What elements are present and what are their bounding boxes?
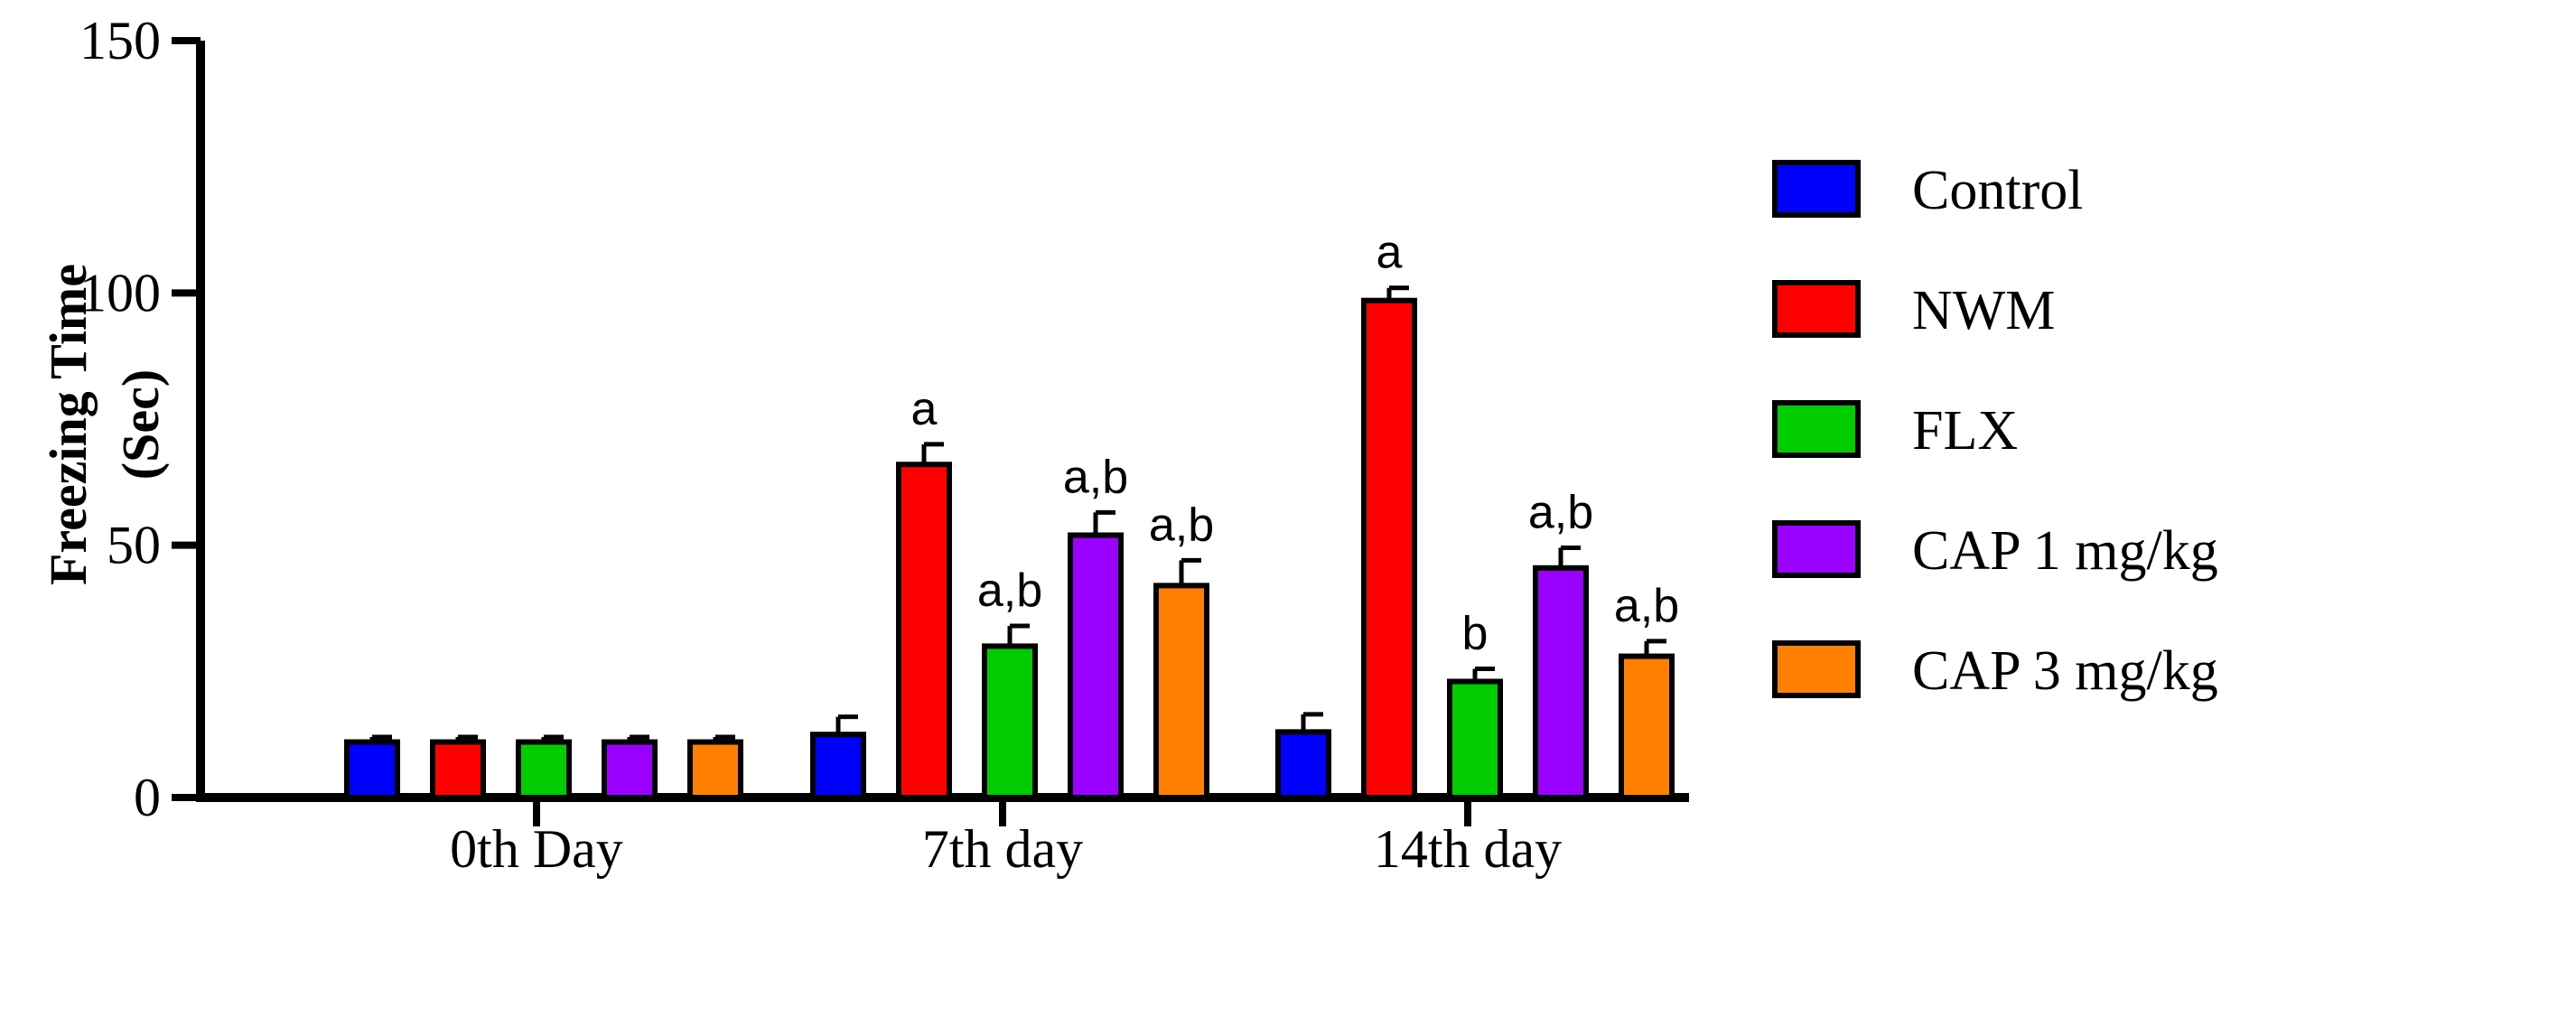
- y-axis-label: Freezing Time (Sec): [39, 264, 170, 585]
- bar: [1068, 532, 1124, 800]
- legend-label: Control: [1912, 160, 2083, 221]
- significance-label: a,b: [1614, 580, 1679, 632]
- y-tick-label: 100: [79, 263, 161, 322]
- category-labels: 0th Day 7th day 14th day: [450, 798, 1562, 879]
- y-tick-label: 150: [79, 11, 161, 70]
- legend: Control NWM FLX CAP 1 mg/kg CAP 3 mg/kg: [1772, 160, 2218, 702]
- legend-label: CAP 1 mg/kg: [1912, 520, 2218, 582]
- legend-swatch: [1772, 400, 1861, 458]
- bar: [687, 739, 743, 801]
- legend-label: NWM: [1912, 280, 2055, 341]
- significance-label: a,b: [1528, 486, 1593, 538]
- bar: [1361, 297, 1417, 801]
- significance-label: a,b: [1149, 499, 1214, 551]
- bar: [1153, 583, 1209, 800]
- significance-label: a: [1377, 227, 1403, 279]
- bar: [344, 739, 400, 801]
- bar: [516, 739, 572, 801]
- legend-swatch: [1772, 640, 1861, 698]
- bars: a a,b a,b a,b a b a,b a,b: [344, 227, 1679, 801]
- bar: [896, 462, 952, 801]
- x-category-label: 0th Day: [450, 819, 623, 879]
- y-axis-unit: (Sec): [111, 369, 170, 480]
- x-category-label: 14th day: [1374, 819, 1562, 879]
- y-axis-title: Freezing Time: [39, 264, 98, 585]
- legend-swatch: [1772, 280, 1861, 338]
- y-tick-label: 0: [134, 768, 161, 827]
- y-tick-label: 50: [107, 516, 161, 575]
- legend-label: FLX: [1912, 400, 2018, 462]
- bar: [602, 739, 658, 801]
- bar: [1275, 729, 1331, 801]
- x-category-label: 7th day: [922, 819, 1083, 879]
- significance-label: a,b: [1063, 451, 1128, 503]
- bar: [1447, 678, 1503, 800]
- significance-label: b: [1462, 608, 1489, 660]
- bar: [1533, 564, 1589, 800]
- bar: [1619, 653, 1675, 800]
- bar: [430, 739, 486, 801]
- significance-label: a,b: [977, 564, 1042, 617]
- legend-swatch: [1772, 520, 1861, 578]
- y-ticks: 0 50 100 150: [79, 11, 201, 827]
- significance-label: a: [911, 383, 938, 435]
- bar: [810, 732, 866, 801]
- legend-swatch: [1772, 160, 1861, 218]
- bar: [982, 643, 1038, 801]
- legend-label: CAP 3 mg/kg: [1912, 640, 2218, 702]
